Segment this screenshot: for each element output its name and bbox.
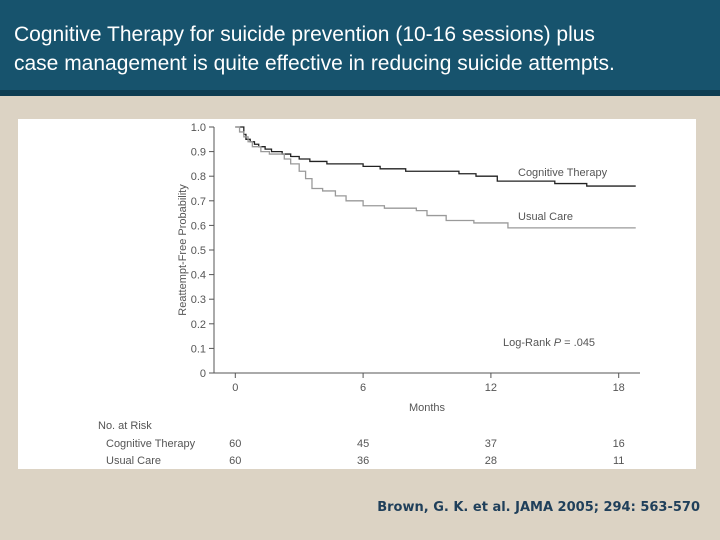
y-tick-label: 0 — [200, 368, 206, 380]
risk-table-cell: 11 — [613, 455, 624, 467]
y-axis-label: Reattempt-Free Probability — [177, 184, 189, 316]
series-line-cognitive-therapy — [235, 126, 636, 187]
risk-table-cell: 36 — [357, 455, 369, 467]
x-tick-label: 12 — [485, 382, 497, 394]
y-tick-label: 0.3 — [191, 294, 206, 306]
risk-table-cell: 60 — [229, 438, 241, 450]
slide-title: Cognitive Therapy for suicide prevention… — [14, 20, 714, 78]
y-tick-label: 1.0 — [191, 122, 206, 134]
chart-panel: 0 0.1 0.2 0.3 0.4 0.5 0.6 0.7 0.8 0.9 1.0 0 6 12 18 Rea… — [18, 119, 696, 469]
x-tick-label: 6 — [360, 382, 366, 394]
risk-table-cell: 37 — [485, 438, 497, 450]
kaplan-meier-chart: 0 0.1 0.2 0.3 0.4 0.5 0.6 0.7 0.8 0.9 1.0 0 6 12 18 Rea… — [98, 122, 640, 467]
x-tick-label: 0 — [232, 382, 238, 394]
y-tick-label: 0.8 — [191, 171, 206, 183]
x-axis-label: Months — [409, 402, 446, 414]
risk-table-cell: 16 — [613, 438, 625, 450]
citation: Brown, G. K. et al. JAMA 2005; 294: 563-… — [377, 500, 700, 515]
slide-title-line-2: case management is quite effective in re… — [14, 52, 615, 75]
risk-table-cell: 60 — [229, 455, 241, 467]
risk-table-row-label: Cognitive Therapy — [106, 438, 196, 450]
y-tick-label: 0.1 — [191, 343, 206, 355]
risk-table-cell: 28 — [485, 455, 497, 467]
slide-title-line-1: Cognitive Therapy for suicide prevention… — [14, 23, 595, 46]
series-line-usual-care — [235, 126, 636, 229]
series-label-usual-care: Usual Care — [518, 211, 573, 223]
title-banner: Cognitive Therapy for suicide prevention… — [0, 0, 720, 96]
y-tick-label: 0.6 — [191, 220, 206, 232]
risk-table-row-label: Usual Care — [106, 455, 161, 467]
y-tick-label: 0.7 — [191, 196, 206, 208]
log-rank-annotation: Log-Rank P = .045 — [503, 337, 595, 349]
y-tick-label: 0.4 — [191, 270, 206, 282]
y-tick-label: 0.9 — [191, 147, 206, 159]
series-label-cognitive-therapy: Cognitive Therapy — [518, 167, 608, 179]
risk-table-title: No. at Risk — [98, 420, 152, 432]
y-tick-label: 0.2 — [191, 319, 206, 331]
risk-table-cell: 45 — [357, 438, 369, 450]
y-tick-label: 0.5 — [191, 245, 206, 257]
x-tick-label: 18 — [613, 382, 625, 394]
